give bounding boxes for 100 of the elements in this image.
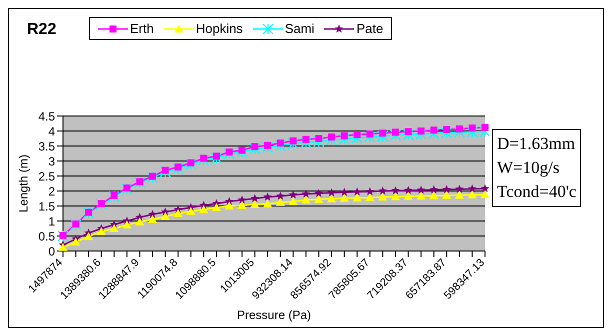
point [390,192,400,200]
point [378,186,387,195]
point [276,192,285,200]
point [468,124,476,132]
point [300,136,312,148]
point [327,188,336,196]
point [328,134,336,140]
point [224,148,235,160]
point [110,224,119,232]
point [98,200,105,208]
point [480,190,489,198]
point [84,232,94,240]
point [238,196,246,204]
point [238,146,246,154]
point [454,190,464,199]
point [314,188,324,198]
point [199,205,208,214]
point [264,142,272,149]
point [392,128,399,136]
point [428,128,440,139]
point [378,192,388,200]
point [136,178,144,186]
point [379,130,386,137]
chart-title: R22 [27,21,56,39]
point [263,192,272,201]
point [160,212,170,220]
point [416,186,426,194]
text: W=10g/s [497,157,560,179]
point [238,200,247,209]
point [366,130,374,138]
point [148,210,157,218]
point [455,184,464,193]
point [251,143,258,150]
legend-label: Sami [284,21,314,36]
y-tick-label: 3.5 [38,139,56,154]
point [391,186,400,194]
point [160,166,171,178]
point [250,194,260,202]
point [108,190,120,202]
point [149,172,156,180]
point [352,132,363,144]
point [198,154,210,166]
point [70,219,82,230]
legend-label: Erth [130,21,154,36]
point [480,184,489,192]
point [123,184,130,192]
point [313,136,324,148]
point [430,185,438,194]
point [288,190,298,199]
point [441,127,452,138]
point [352,187,362,196]
point [338,134,350,145]
point [354,131,361,138]
point [326,134,338,146]
point [442,185,451,194]
point [302,136,310,143]
point [482,124,488,131]
legend-label: Pate [356,21,384,36]
point [134,177,146,188]
point [162,166,169,174]
point [174,209,183,217]
y-axis-title: Length (m) [16,154,30,213]
point [274,140,286,151]
y-tick-label: 1 [48,214,56,228]
point [146,172,158,184]
point [148,215,158,223]
point [185,158,196,170]
point [416,192,426,200]
point [468,184,476,193]
point [85,208,92,216]
point [442,191,452,199]
point [290,137,297,144]
point [263,199,272,208]
point [236,146,248,158]
y-tick-label: 0 [48,244,56,258]
point [301,196,310,204]
point [429,191,438,200]
point [60,232,66,239]
point [404,192,413,200]
point [366,187,374,196]
point [468,190,477,198]
point [224,202,234,210]
point [210,152,222,164]
point [250,200,260,208]
point [110,192,118,199]
point [402,129,414,140]
point [404,186,413,194]
point [276,140,284,146]
point [288,138,299,150]
point [430,126,438,134]
x-axis-title: Pressure (Pa) [236,308,312,322]
point [276,198,285,206]
point [186,206,196,215]
point [172,162,184,174]
point [364,131,376,143]
y-tick-label: 1.5 [38,199,56,214]
point [390,130,402,141]
point [212,203,221,211]
point [479,126,489,138]
point [327,194,336,202]
